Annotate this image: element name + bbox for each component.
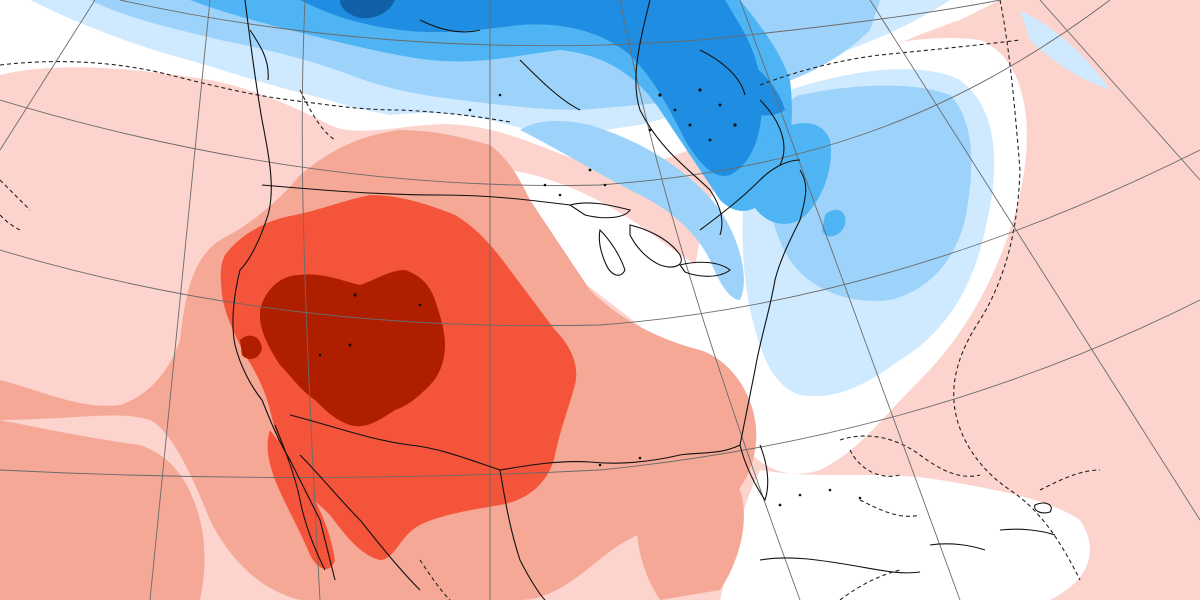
dark-red-anomaly-patch bbox=[240, 335, 262, 360]
salmon-anomaly-gulf bbox=[636, 466, 744, 600]
light-blue-region-hudson bbox=[520, 120, 744, 300]
blue-anomaly-east bbox=[747, 123, 831, 224]
red-anomaly-baja bbox=[267, 430, 335, 570]
pale-blue-region-atlantic bbox=[1020, 10, 1110, 90]
dashed-contour-lines bbox=[0, 0, 1101, 600]
small-islands-lakes bbox=[318, 88, 862, 507]
deep-blue-anomaly-region bbox=[300, 0, 763, 176]
blue-anomaly-patch bbox=[822, 209, 846, 237]
coastlines bbox=[232, 0, 1056, 600]
salmon-anomaly-pacific bbox=[0, 420, 205, 600]
deep-blue-anomaly-east bbox=[635, 44, 785, 116]
navy-anomaly-core bbox=[340, 0, 395, 19]
white-neutral-band-caribbean bbox=[720, 470, 1090, 600]
